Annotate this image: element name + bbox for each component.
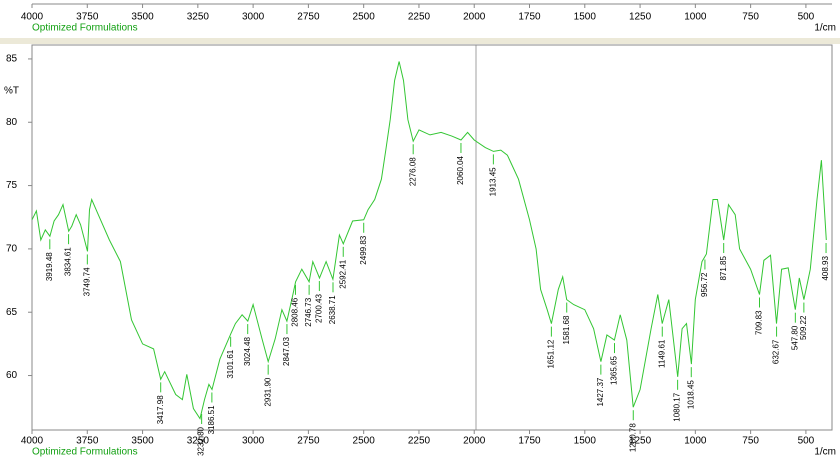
peak-label: 1018.45 [686, 380, 695, 409]
peak-label: 2746.73 [304, 297, 313, 326]
peak-label: 1427.37 [596, 377, 605, 406]
x-axis-label: 1/cm [814, 447, 836, 458]
series-name: Optimized Formulations [32, 447, 138, 458]
peak-label: 3834.61 [64, 247, 73, 276]
peak-label: 408.93 [821, 255, 830, 280]
top-x-tick-label: 500 [798, 12, 815, 23]
x-tick-label: 3000 [242, 436, 265, 447]
peak-label: 1581.68 [562, 315, 571, 344]
peak-label: 2638.71 [328, 295, 337, 324]
peak-label: 2808.46 [291, 297, 300, 326]
top-x-axis-label: 1/cm [814, 23, 836, 34]
top-x-tick-label: 1250 [629, 12, 652, 23]
peak-label: 3919.48 [45, 252, 54, 281]
peak-label: 956.72 [700, 272, 709, 297]
peak-label: 3101.61 [226, 349, 235, 378]
y-tick-label: 70 [6, 244, 18, 255]
peak-label: 3186.51 [207, 405, 216, 434]
y-axis-label: %T [4, 86, 19, 97]
x-tick-label: 3750 [76, 436, 99, 447]
top-x-tick-label: 2000 [463, 12, 486, 23]
top-x-tick-label: 3750 [76, 12, 99, 23]
peak-label: 709.83 [755, 310, 764, 335]
peak-label: 2276.08 [408, 157, 417, 186]
peak-label: 1913.45 [488, 167, 497, 196]
separator [0, 38, 840, 44]
peak-label: 2592.41 [338, 259, 347, 288]
x-tick-label: 1750 [518, 436, 541, 447]
x-tick-label: 1000 [684, 436, 707, 447]
x-tick-label: 3250 [187, 436, 210, 447]
x-tick-label: 4000 [21, 436, 44, 447]
x-tick-label: 2250 [408, 436, 431, 447]
y-tick-label: 85 [6, 54, 18, 65]
plot-frame [31, 44, 833, 431]
top-x-tick-label: 3500 [131, 12, 154, 23]
spectrum-line [31, 61, 827, 420]
peak-label: 632.67 [772, 339, 781, 364]
peak-label: 871.85 [719, 255, 728, 280]
peak-label: 547.80 [790, 325, 799, 350]
peak-label: 2847.03 [282, 337, 291, 366]
peak-label: 2060.04 [456, 155, 465, 184]
top-x-tick-label: 3000 [242, 12, 265, 23]
peak-label: 3749.74 [82, 267, 91, 296]
y-tick-label: 80 [6, 117, 18, 128]
x-tick-label: 2750 [297, 436, 320, 447]
top-x-tick-label: 1500 [574, 12, 597, 23]
peak-label: 1080.17 [673, 392, 682, 421]
x-tick-label: 1250 [629, 436, 652, 447]
peak-label: 3232.80 [197, 426, 206, 455]
top-series-name: Optimized Formulations [32, 23, 138, 34]
peak-label: 2499.83 [359, 235, 368, 264]
top-x-tick-label: 2500 [353, 12, 376, 23]
top-x-tick-label: 2750 [297, 12, 320, 23]
top-x-tick-label: 1000 [684, 12, 707, 23]
top-x-tick-label: 750 [742, 12, 759, 23]
top-x-tick-label: 3250 [187, 12, 210, 23]
y-tick-label: 65 [6, 307, 18, 318]
top-x-tick-label: 4000 [21, 12, 44, 23]
x-tick-label: 750 [742, 436, 759, 447]
x-tick-label: 3500 [131, 436, 154, 447]
peak-label: 1651.12 [546, 339, 555, 368]
peak-label: 509.22 [799, 315, 808, 340]
x-tick-label: 500 [798, 436, 815, 447]
peak-label: 1280.78 [628, 423, 637, 452]
peak-label: 3417.98 [156, 395, 165, 424]
x-tick-label: 2000 [463, 436, 486, 447]
top-x-tick-label: 1750 [518, 12, 541, 23]
peak-label: 3024.48 [243, 337, 252, 366]
top-x-tick-label: 2250 [408, 12, 431, 23]
x-tick-label: 2500 [353, 436, 376, 447]
peak-label: 1365.65 [610, 356, 619, 385]
x-tick-label: 1500 [574, 436, 597, 447]
y-tick-label: 75 [6, 180, 18, 191]
y-tick-label: 60 [6, 370, 18, 381]
peak-label: 1149.61 [657, 339, 666, 368]
peak-label: 2700.43 [314, 293, 323, 322]
peak-label: 2931.90 [263, 377, 272, 406]
